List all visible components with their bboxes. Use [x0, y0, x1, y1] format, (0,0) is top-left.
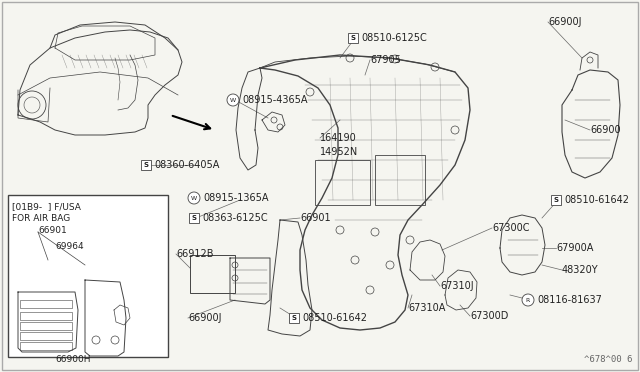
Text: 14952N: 14952N: [320, 147, 358, 157]
Text: 08915-4365A: 08915-4365A: [242, 95, 307, 105]
Circle shape: [522, 294, 534, 306]
Text: 66901: 66901: [300, 213, 331, 223]
Text: 08510-61642: 08510-61642: [302, 313, 367, 323]
Text: ^678^00 6: ^678^00 6: [584, 355, 632, 364]
Text: [01B9-  ] F/USA: [01B9- ] F/USA: [12, 202, 81, 211]
Text: 66912B: 66912B: [176, 249, 214, 259]
Bar: [289, 313, 299, 323]
Text: 08116-81637: 08116-81637: [537, 295, 602, 305]
Text: S: S: [143, 162, 148, 168]
Text: R: R: [526, 298, 530, 302]
Bar: [20, 312, 72, 320]
Text: 164190: 164190: [320, 133, 356, 143]
Text: 08510-61642: 08510-61642: [564, 195, 629, 205]
Text: 48320Y: 48320Y: [562, 265, 598, 275]
Text: S: S: [291, 315, 296, 321]
Circle shape: [227, 94, 239, 106]
Bar: [348, 33, 358, 43]
Text: W: W: [230, 97, 236, 103]
Text: 67900A: 67900A: [556, 243, 593, 253]
Text: 08510-6125C: 08510-6125C: [361, 33, 427, 43]
Bar: [20, 300, 72, 308]
Text: 66900H: 66900H: [55, 355, 90, 364]
Text: FOR AIR BAG: FOR AIR BAG: [12, 214, 70, 223]
Bar: [551, 195, 561, 205]
Circle shape: [188, 192, 200, 204]
Text: 67905: 67905: [370, 55, 401, 65]
Text: 66900J: 66900J: [548, 17, 582, 27]
Bar: [189, 213, 199, 223]
Bar: [190, 255, 235, 293]
Bar: [8, 195, 168, 357]
Text: S: S: [554, 197, 559, 203]
Bar: [315, 160, 370, 205]
Text: 08363-6125C: 08363-6125C: [202, 213, 268, 223]
Text: 69964: 69964: [55, 242, 84, 251]
Text: 67310A: 67310A: [408, 303, 445, 313]
Bar: [20, 342, 72, 350]
Text: 67300C: 67300C: [492, 223, 529, 233]
Text: 66900: 66900: [590, 125, 621, 135]
Bar: [20, 332, 72, 340]
Text: 67310J: 67310J: [440, 281, 474, 291]
Text: 66901: 66901: [38, 226, 67, 235]
Bar: [141, 160, 151, 170]
Text: 08360-6405A: 08360-6405A: [154, 160, 220, 170]
Text: S: S: [191, 215, 196, 221]
Text: 67300D: 67300D: [470, 311, 508, 321]
Text: W: W: [191, 196, 197, 201]
Text: 66900J: 66900J: [188, 313, 221, 323]
Text: 08915-1365A: 08915-1365A: [203, 193, 269, 203]
Bar: [375, 155, 425, 205]
Text: S: S: [351, 35, 355, 41]
Bar: [20, 322, 72, 330]
